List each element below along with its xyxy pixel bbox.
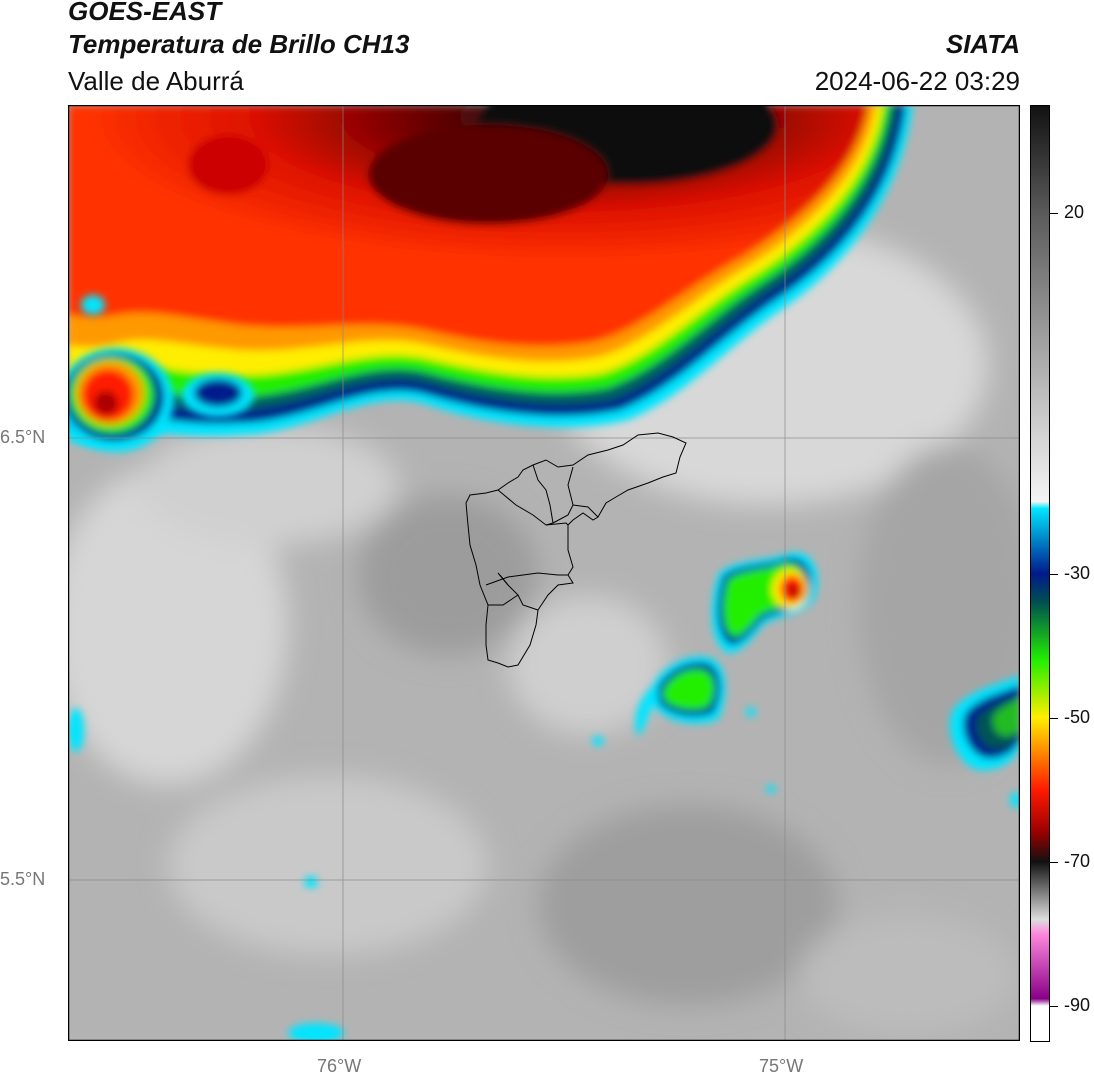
cloud-texture: [68, 225, 1020, 1035]
map-frame: [68, 105, 1020, 1041]
colorbar-tick-label: 20: [1064, 202, 1085, 223]
municipal-boundaries: [465, 432, 687, 668]
graticule: [68, 105, 1020, 1041]
storm-cell-south: [635, 656, 726, 736]
colorbar-tick: [1050, 861, 1058, 863]
lat-label-5-5: 5.5°N: [0, 869, 46, 889]
lon-label-76w: 76°W: [317, 1056, 362, 1076]
small-cold-spots: [68, 707, 1020, 1041]
storm-cell-north: [711, 552, 818, 654]
timestamp: 2024-06-22 03:29: [814, 66, 1020, 96]
lon-label-75w: 75°W: [759, 1056, 804, 1076]
colorbar-tick: [1050, 1005, 1058, 1007]
satellite-title: GOES-EAST: [68, 0, 222, 26]
colorbar-frame: [1030, 105, 1050, 1042]
colorbar: [1030, 105, 1050, 1042]
region-subtitle: Valle de Aburrá: [68, 66, 244, 96]
cold-cloud-top: [68, 105, 913, 446]
west-cell: [68, 295, 254, 452]
colorbar-tick-label: -70: [1064, 850, 1091, 871]
lat-label-6-5: 6.5°N: [0, 427, 46, 447]
satellite-map[interactable]: [68, 105, 1020, 1041]
colorbar-tick: [1050, 573, 1058, 575]
east-cell: [949, 675, 1020, 771]
colorbar-gradient: [1030, 105, 1050, 1042]
colorbar-tick-label: -30: [1064, 562, 1091, 583]
colorbar-tick-label: -90: [1064, 994, 1091, 1015]
product-title: Temperatura de Brillo CH13: [68, 29, 410, 59]
colorbar-tick: [1050, 213, 1058, 215]
colorbar-tick: [1050, 717, 1058, 719]
colorbar-svg: [1030, 105, 1050, 1042]
colorbar-tick-label: -50: [1064, 706, 1091, 727]
map-svg: [68, 105, 1020, 1041]
brand-label: SIATA: [945, 29, 1020, 59]
